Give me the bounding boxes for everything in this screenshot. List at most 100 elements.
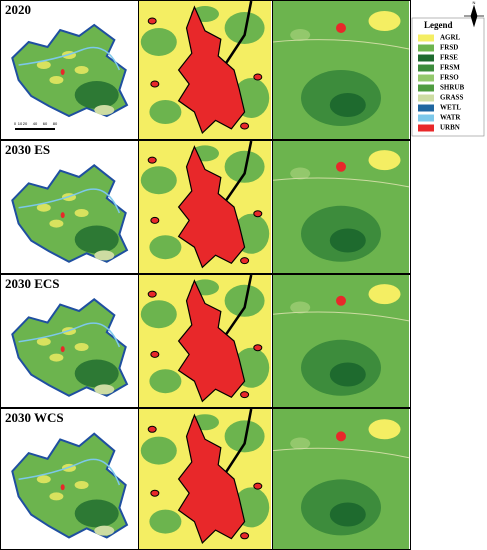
- agri-patch: [49, 353, 64, 362]
- dense-forest: [329, 93, 366, 117]
- forest-patch: [74, 499, 119, 528]
- dense-forest: [329, 228, 366, 253]
- map-row: 2020: [0, 0, 411, 140]
- row-label: 2020: [5, 2, 31, 17]
- urban-spot: [147, 290, 157, 298]
- urban-area: [177, 413, 246, 544]
- north-label: N: [473, 0, 476, 5]
- agri-patch: [368, 11, 401, 31]
- row-label: 2030 ES: [5, 142, 50, 157]
- legend-swatch: [418, 54, 434, 62]
- forest-patch: [224, 284, 265, 317]
- agri-patch: [290, 29, 311, 41]
- urban-area: [177, 279, 246, 403]
- legend-label: GRASS: [440, 94, 463, 102]
- legend-label: AGRL: [440, 34, 461, 42]
- legend-swatch: [418, 124, 434, 132]
- scale-label: 10: [18, 121, 23, 126]
- agri-patch: [290, 167, 311, 180]
- urban-spot: [150, 489, 160, 497]
- urban-dot: [60, 69, 65, 75]
- urban-spot: [240, 391, 250, 399]
- agri-patch: [36, 203, 51, 212]
- river: [18, 46, 121, 71]
- forest-patch: [140, 300, 177, 329]
- agri-patch: [74, 66, 89, 74]
- forest-patch: [224, 150, 265, 183]
- legend-label: FRSE: [440, 54, 458, 62]
- agri-patch: [368, 284, 401, 305]
- forest-patch: [140, 166, 177, 195]
- north-arrow: [464, 4, 484, 28]
- river: [18, 458, 121, 486]
- legend-swatch: [418, 64, 434, 72]
- urban-spot: [147, 17, 157, 25]
- urban-spot: [150, 80, 160, 88]
- label-bg: [2, 410, 64, 426]
- legend-label: SHRUB: [440, 84, 464, 92]
- urban-spot: [336, 23, 346, 33]
- label-bg: [2, 2, 34, 18]
- urban-dot: [60, 212, 65, 219]
- map-row: 2030 WCS: [0, 408, 411, 550]
- agri-patch: [36, 337, 51, 346]
- agri-patch: [368, 419, 401, 440]
- urban-spot: [336, 431, 346, 442]
- forest-patch: [149, 509, 182, 534]
- urban-dot: [60, 346, 65, 353]
- agri-patch: [290, 437, 311, 450]
- legend-swatch: [418, 94, 434, 102]
- urban-spot: [240, 532, 250, 540]
- urban-spot: [253, 73, 263, 81]
- legend-label: FRSD: [440, 44, 458, 52]
- dense-forest: [329, 502, 366, 527]
- forest-patch: [224, 420, 265, 453]
- forest-patch: [74, 359, 119, 388]
- scale-label: 80: [53, 121, 58, 126]
- agri-patch: [368, 150, 401, 171]
- legend-label: URBN: [440, 124, 460, 132]
- grass-patch: [94, 105, 115, 115]
- label-bg: [2, 142, 64, 158]
- row-label: 2030 WCS: [5, 410, 64, 425]
- river: [272, 311, 410, 322]
- forest-patch: [149, 369, 182, 394]
- urban-dot: [60, 484, 65, 491]
- scale-label: 60: [43, 121, 48, 126]
- forest-patch: [149, 100, 182, 124]
- road: [225, 140, 253, 202]
- road: [225, 274, 253, 336]
- legend-swatch: [418, 44, 434, 52]
- map-row: 2030 ES: [0, 140, 411, 274]
- agri-patch: [49, 492, 64, 501]
- agri-patch: [36, 61, 51, 69]
- legend-label: WETL: [440, 104, 461, 112]
- urban-spot: [147, 156, 157, 164]
- legend-swatch: [418, 84, 434, 92]
- scale-bar: [15, 128, 55, 130]
- urban-area: [177, 145, 246, 269]
- agri-patch: [49, 76, 64, 84]
- legend-swatch: [418, 34, 434, 42]
- urban-spot: [336, 161, 346, 172]
- agri-patch: [290, 301, 311, 314]
- forest-patch: [224, 12, 265, 44]
- urban-spot: [336, 295, 346, 306]
- river: [272, 177, 410, 188]
- agri-patch: [74, 209, 89, 217]
- scale-label: 20: [23, 121, 28, 126]
- scale-label: 0: [14, 121, 17, 126]
- agri-patch: [36, 475, 51, 484]
- urban-spot: [240, 122, 250, 130]
- forest-patch: [149, 235, 182, 260]
- agri-patch: [74, 481, 89, 489]
- forest-patch: [74, 81, 119, 109]
- legend-label: WATR: [440, 114, 461, 122]
- river: [272, 39, 410, 50]
- label-bg: [2, 276, 64, 292]
- legend-title: Legend: [424, 20, 453, 30]
- urban-spot: [147, 425, 157, 433]
- urban-spot: [240, 257, 250, 265]
- road: [225, 0, 253, 64]
